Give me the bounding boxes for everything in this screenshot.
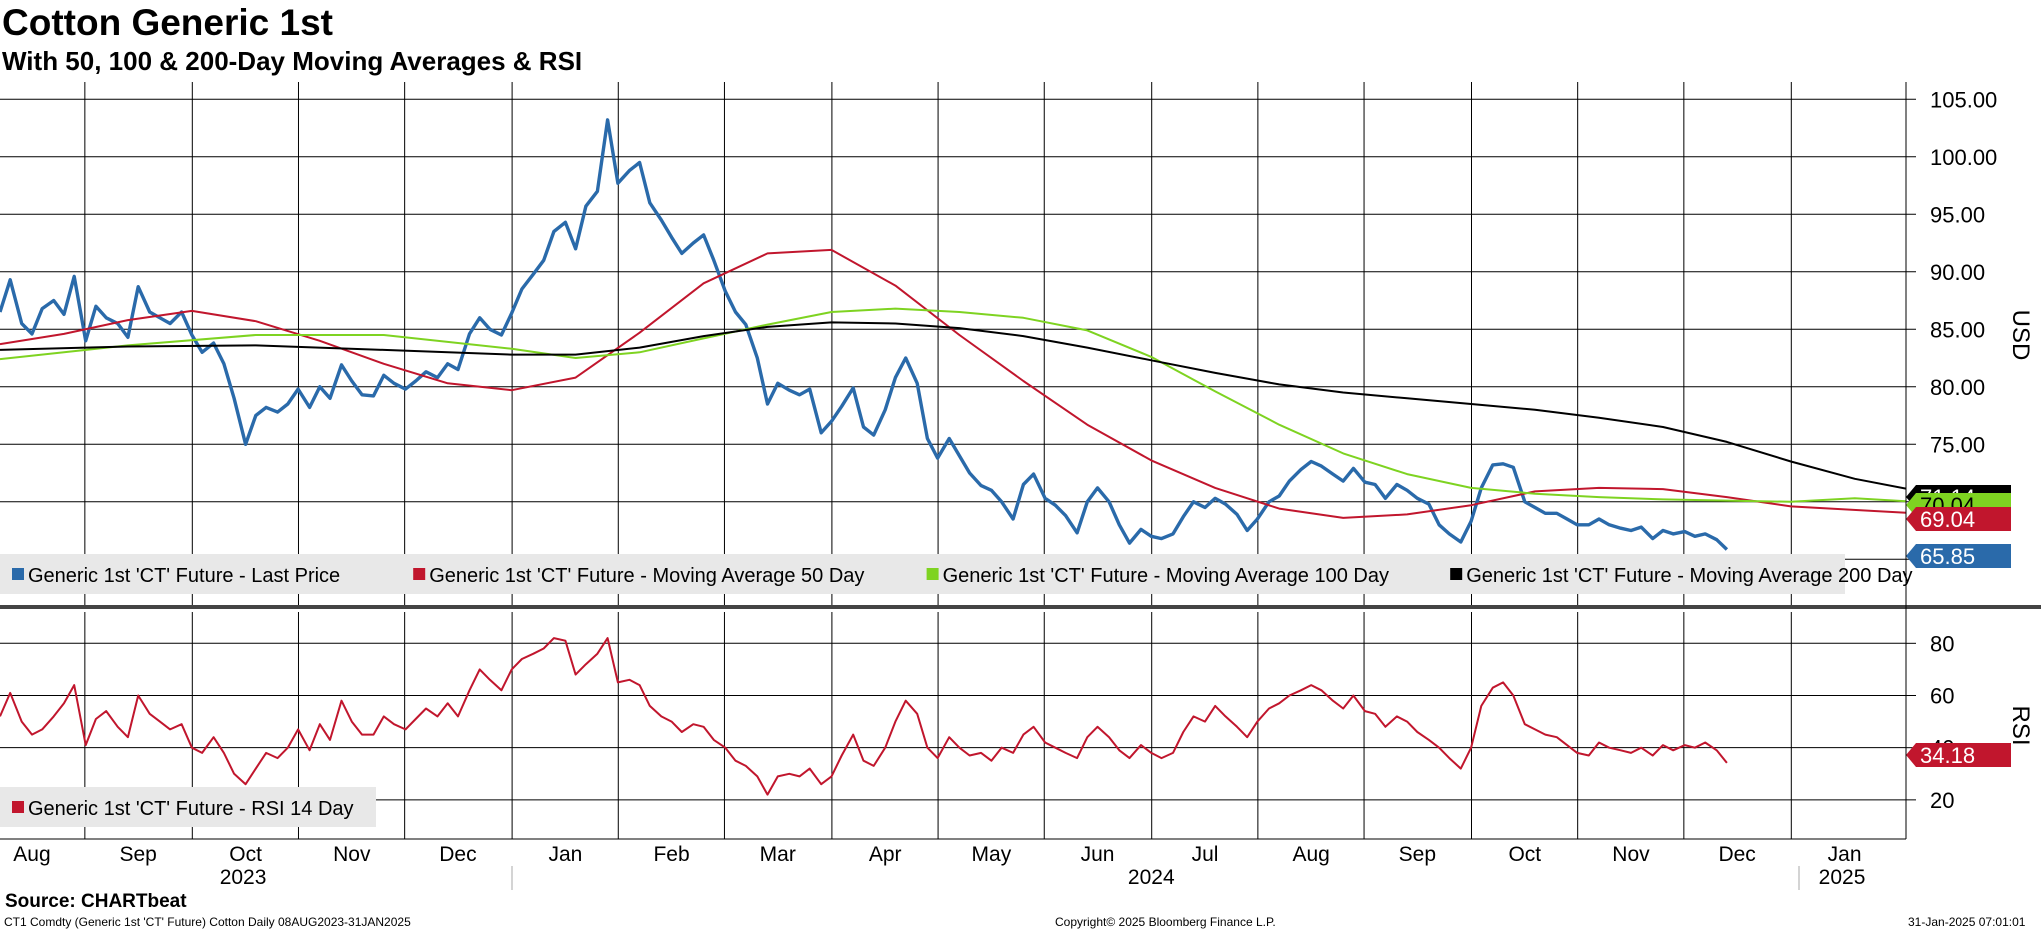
x-tick-label: Mar <box>760 843 796 866</box>
x-tick-label: May <box>972 843 1012 866</box>
series-line-ma100 <box>0 307 1907 503</box>
chart-title: Cotton Generic 1st <box>2 2 333 43</box>
timestamp: 31-Jan-2025 07:01:01 <box>1908 915 2026 929</box>
y-tick-label: 95.00 <box>1930 202 1985 227</box>
y-tick-label: 100.00 <box>1930 145 1997 170</box>
y-tick-label: 75.00 <box>1930 432 1985 457</box>
x-tick-label: Nov <box>1612 843 1650 866</box>
copyright-note: Copyright© 2025 Bloomberg Finance L.P. <box>1055 915 1276 929</box>
last-value-tag: 65.85 <box>1906 544 2011 569</box>
x-tick-label: Aug <box>13 843 50 866</box>
x-tick-label: Aug <box>1292 843 1329 866</box>
legend: Generic 1st 'CT' Future - RSI 14 Day <box>0 787 376 827</box>
legend-swatch <box>413 568 426 580</box>
last-value-label: 65.85 <box>1920 544 1975 569</box>
last-value-box <box>1906 544 2011 568</box>
chart-subtitle: With 50, 100 & 200-Day Moving Averages &… <box>2 46 583 76</box>
legend-swatch <box>926 568 939 580</box>
legend-swatch <box>12 568 24 580</box>
x-tick-label: Nov <box>333 843 371 866</box>
legend-entry: Generic 1st 'CT' Future - Last Price <box>28 565 340 587</box>
legend-entry: Generic 1st 'CT' Future - Moving Average… <box>943 565 1389 587</box>
x-tick-label: Apr <box>869 843 902 866</box>
y-tick-label: 20 <box>1930 788 1954 813</box>
legend-swatch <box>1450 568 1463 580</box>
last-value-label: 34.18 <box>1920 743 1975 768</box>
year-label: 2025 <box>1819 866 1866 889</box>
legend-entry: Generic 1st 'CT' Future - Moving Average… <box>429 565 864 587</box>
last-value-box <box>1906 507 2011 531</box>
y-tick-label: 105.00 <box>1930 87 1997 112</box>
x-tick-label: Sep <box>119 843 156 866</box>
year-label: 2024 <box>1128 866 1175 889</box>
series-line-price <box>0 118 1729 551</box>
last-value-tag: 69.04 <box>1906 507 2011 532</box>
x-tick-label: Oct <box>1508 843 1541 866</box>
y-tick-label: 85.00 <box>1930 317 1985 342</box>
legend-entry: Generic 1st 'CT' Future - RSI 14 Day <box>28 798 354 820</box>
series-line-ma200 <box>0 321 1907 490</box>
x-tick-label: Dec <box>1718 843 1755 866</box>
legend-entry: Generic 1st 'CT' Future - Moving Average… <box>1466 565 1912 587</box>
legend-background <box>0 787 376 827</box>
y-tick-label: 80 <box>1930 631 1954 656</box>
y-axis-label: RSI <box>2007 705 2034 745</box>
x-tick-label: Feb <box>653 843 689 866</box>
year-label: 2023 <box>220 866 267 889</box>
x-tick-label: Jan <box>1828 843 1862 866</box>
legend-swatch <box>12 801 24 813</box>
x-tick-label: Jun <box>1081 843 1115 866</box>
y-axis-label: USD <box>2007 310 2034 361</box>
series-line-rsi <box>0 637 1728 796</box>
x-tick-label: Dec <box>439 843 476 866</box>
y-tick-label: 90.00 <box>1930 260 1985 285</box>
ticker-info: CT1 Comdty (Generic 1st 'CT' Future) Cot… <box>4 915 411 929</box>
legend-background <box>0 554 1845 594</box>
legend: Generic 1st 'CT' Future - Last Price Gene… <box>0 554 1913 594</box>
last-value-box <box>1906 743 2011 767</box>
source-note: Source: CHARTbeat <box>5 891 187 912</box>
y-tick-label: 60 <box>1930 683 1954 708</box>
x-tick-label: Jul <box>1192 843 1219 866</box>
last-value-label: 69.04 <box>1920 507 1975 532</box>
x-tick-label: Oct <box>229 843 262 866</box>
last-value-tag: 34.18 <box>1906 743 2011 768</box>
x-tick-label: Jan <box>548 843 582 866</box>
y-tick-label: 80.00 <box>1930 375 1985 400</box>
series-line-ma50 <box>0 248 1907 519</box>
x-tick-label: Sep <box>1399 843 1436 866</box>
